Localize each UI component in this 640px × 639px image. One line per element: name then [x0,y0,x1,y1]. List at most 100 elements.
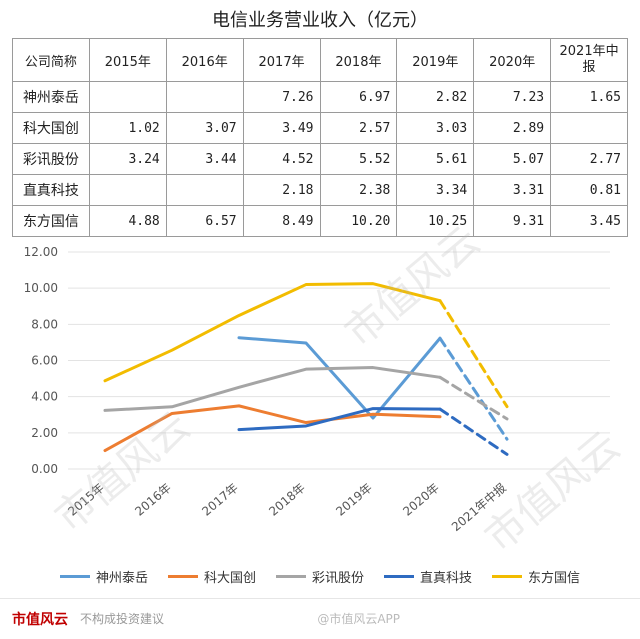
legend-swatch [59,574,90,578]
table-cell: 3.07 [165,112,244,144]
table-row: 直真科技 2.18 2.38 3.34 3.31 0.81 [12,174,628,206]
table-cell: 7.26 [242,81,321,113]
table-cell [165,81,244,113]
table-cell: 3.45 [550,205,628,237]
table-header: 2019年 [396,38,475,82]
table-cell: 8.49 [242,205,321,237]
table-cell: 3.24 [88,143,167,175]
table-cell: 2.77 [550,143,628,175]
table-header: 公司简称 [12,38,90,82]
chart-legend: 神州泰岳 科大国创 彩讯股份 直真科技 东方国信 [0,565,640,587]
table-cell: 3.34 [396,174,475,206]
y-tick-label: 12.00 [24,245,58,259]
y-tick-label: 0.00 [31,462,58,476]
legend-item: 科大国创 [167,565,256,587]
company-name: 科大国创 [12,112,90,144]
table-cell: 4.52 [242,143,321,175]
table-header: 2015年 [88,38,167,82]
y-tick-label: 4.00 [31,390,58,404]
weibo-handle: @市值风云APP [317,612,400,626]
company-name: 东方国信 [12,205,90,237]
series-line [103,282,442,383]
table-cell [550,112,628,144]
table-header: 2018年 [319,38,398,82]
series-line-dashed [438,299,509,409]
table-cell: 5.61 [396,143,475,175]
series-line-dashed [438,336,509,441]
y-tick-label: 2.00 [31,426,58,440]
table-header-row: 公司简称 2015年 2016年 2017年 2018年 2019年 2020年… [12,38,628,82]
table-cell: 7.23 [473,81,552,113]
table-cell: 5.52 [319,143,398,175]
series-line-dashed [438,375,509,421]
line-chart: 0.00 2.00 4.00 6.00 8.00 10.00 12.00 2015年 2016年… [0,240,640,580]
x-tick-label: 2017年 [199,481,241,519]
table-cell: 3.31 [473,174,552,206]
x-tick-label: 2018年 [266,481,308,519]
footer: 市值风云 不构成投资建议 @市值风云APP [0,598,640,639]
series-line [103,366,442,412]
table-cell: 6.57 [165,205,244,237]
series-line [103,404,442,453]
legend-swatch [167,574,198,578]
table-cell: 10.25 [396,205,475,237]
chart-title: 电信业务营业收入（亿元） [212,10,428,31]
legend-label: 彩讯股份 [311,570,364,586]
x-tick-label: 2020年 [400,481,442,519]
y-tick-label: 10.00 [24,281,58,295]
legend-label: 科大国创 [203,570,256,586]
series-line [237,407,442,432]
company-name: 直真科技 [12,174,90,206]
legend-item: 神州泰岳 [59,565,148,587]
table-cell: 2.82 [396,81,475,113]
legend-swatch [275,574,306,578]
legend-item: 直真科技 [384,565,472,587]
table-row: 东方国信 4.88 6.57 8.49 10.20 10.25 9.31 3.4… [12,205,628,237]
table-cell: 2.18 [242,174,321,206]
brand-logo: 市值风云 [12,612,68,628]
table-cell: 2.38 [319,174,398,206]
legend-item: 彩讯股份 [275,565,364,587]
legend-label: 东方国信 [528,570,581,586]
line-chart-svg: 0.00 2.00 4.00 6.00 8.00 10.00 12.00 2015年 2016年… [24,245,610,534]
table-cell: 4.88 [88,205,167,237]
table-row: 彩讯股份 3.24 3.44 4.52 5.52 5.61 5.07 2.77 [12,143,628,175]
table-header: 2016年 [165,38,244,82]
table-cell: 3.49 [242,112,321,144]
table-cell: 2.89 [473,112,552,144]
company-name: 神州泰岳 [12,81,90,113]
table-cell: 3.44 [165,143,244,175]
table-cell: 9.31 [473,205,552,237]
table-row: 神州泰岳 7.26 6.97 2.82 7.23 1.65 [12,81,628,113]
y-tick-label: 6.00 [31,354,58,368]
table-row: 科大国创 1.02 3.07 3.49 2.57 3.03 2.89 [12,112,628,144]
brand-subtitle: 不构成投资建议 [80,612,165,626]
legend-label: 神州泰岳 [95,570,148,586]
legend-swatch [492,574,523,578]
table-cell [88,174,167,206]
table-cell [88,81,167,113]
legend-item: 东方国信 [492,565,580,587]
company-name: 彩讯股份 [12,143,90,175]
series-line-dashed [438,407,509,456]
table-cell: 0.81 [550,174,628,206]
legend-swatch [384,574,414,578]
table-cell: 6.97 [319,81,398,113]
table-cell: 2.57 [319,112,398,144]
table-header: 2020年 [473,38,552,82]
table-cell: 3.03 [396,112,475,144]
legend-label: 直真科技 [420,570,473,586]
x-tick-label: 2016年 [132,481,174,519]
y-tick-label: 8.00 [31,317,58,331]
x-tick-label: 2015年 [65,481,107,519]
table-header: 2021年中报 [550,38,628,82]
revenue-table: 公司简称 2015年 2016年 2017年 2018年 2019年 2020年… [12,38,628,237]
series-line [237,336,442,420]
table-cell: 10.20 [319,205,398,237]
table-header: 2017年 [242,38,321,82]
x-tick-label: 2021年中报 [448,480,509,534]
x-tick-label: 2019年 [333,481,375,519]
table-cell: 1.02 [88,112,167,144]
table-cell [165,174,244,206]
table-cell: 1.65 [550,81,628,113]
